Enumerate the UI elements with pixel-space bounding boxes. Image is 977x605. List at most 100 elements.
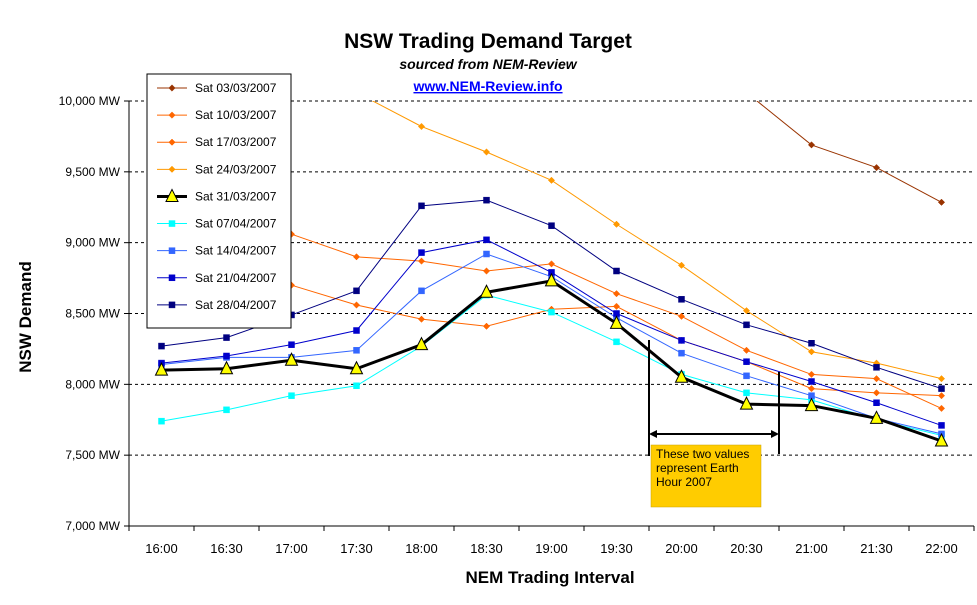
data-point <box>288 341 295 348</box>
y-tick-label: 9,500 MW <box>65 165 120 179</box>
data-point <box>223 334 230 341</box>
data-point <box>612 220 621 228</box>
data-point <box>547 260 556 268</box>
data-point <box>677 261 686 269</box>
data-point <box>743 372 750 380</box>
data-point <box>349 360 364 375</box>
data-point <box>938 385 945 392</box>
data-point <box>548 222 555 229</box>
x-tick-label: 17:30 <box>340 541 373 556</box>
x-tick-label: 21:00 <box>795 541 828 556</box>
legend-label: Sat 03/03/2007 <box>195 81 277 95</box>
data-point <box>168 301 176 309</box>
data-point <box>288 392 295 399</box>
data-point <box>165 188 179 202</box>
x-tick-label: 17:00 <box>275 541 308 556</box>
legend-label: Sat 10/03/2007 <box>195 108 277 122</box>
data-point <box>168 111 176 119</box>
y-tick-label: 9,000 MW <box>65 236 120 250</box>
data-point <box>872 389 881 397</box>
legend-label: Sat 17/03/2007 <box>195 135 277 149</box>
data-point <box>743 389 750 397</box>
data-point <box>609 315 624 329</box>
data-point <box>548 308 555 316</box>
data-point <box>168 138 176 146</box>
data-point <box>479 284 494 298</box>
series-1 <box>287 230 946 412</box>
data-point <box>418 287 425 295</box>
series-4 <box>154 272 949 447</box>
data-point <box>938 422 945 429</box>
series-line <box>371 101 942 380</box>
data-point <box>674 369 689 383</box>
chart-subtitle: sourced from NEM-Review <box>399 56 577 72</box>
data-point <box>937 375 946 383</box>
data-point <box>483 236 490 244</box>
data-point <box>612 290 621 298</box>
data-point <box>219 360 234 375</box>
annotation-text-line: represent Earth <box>656 461 739 475</box>
legend-label: Sat 14/04/2007 <box>195 244 277 258</box>
x-axis-label: NEM Trading Interval <box>465 568 634 587</box>
x-tick-label: 20:00 <box>665 541 698 556</box>
data-point <box>223 352 230 360</box>
data-point <box>743 321 750 329</box>
series-line <box>756 101 942 203</box>
x-tick-label: 21:30 <box>860 541 893 556</box>
x-tick-label: 16:30 <box>210 541 243 556</box>
data-point <box>934 432 949 447</box>
data-point <box>417 315 426 323</box>
annotation-text-line: These two values <box>656 447 749 461</box>
data-point <box>483 196 490 204</box>
data-point <box>418 249 425 256</box>
data-point <box>872 164 881 172</box>
data-point <box>168 247 176 254</box>
data-point <box>869 410 884 424</box>
data-point <box>742 307 751 315</box>
data-point <box>168 165 176 173</box>
data-point <box>807 348 816 356</box>
data-point <box>937 392 946 400</box>
data-point <box>223 406 230 414</box>
series-3 <box>371 101 946 383</box>
data-point <box>937 198 946 206</box>
data-point <box>808 340 815 347</box>
legend-label: Sat 21/04/2007 <box>195 271 277 285</box>
y-axis-label: NSW Demand <box>16 261 35 372</box>
data-point <box>168 274 176 282</box>
data-point <box>872 375 881 383</box>
data-point <box>613 338 620 346</box>
y-tick-label: 7,000 MW <box>65 519 120 533</box>
y-tick-label: 10,000 MW <box>59 94 121 108</box>
data-point <box>483 250 490 258</box>
data-point <box>353 347 360 354</box>
x-tick-label: 20:30 <box>730 541 763 556</box>
data-point <box>418 202 425 210</box>
data-point <box>678 337 685 344</box>
data-point <box>873 399 880 406</box>
data-point <box>482 267 491 275</box>
y-tick-label: 8,500 MW <box>65 307 120 321</box>
data-point <box>807 385 816 393</box>
data-point <box>547 176 556 184</box>
data-point <box>807 370 816 378</box>
x-tick-label: 19:00 <box>535 541 568 556</box>
data-point <box>284 352 299 366</box>
source-link[interactable]: www.NEM-Review.info <box>412 78 562 94</box>
data-point <box>612 302 621 310</box>
annotation-box <box>650 444 762 508</box>
data-point <box>417 257 426 265</box>
x-tick-label: 18:30 <box>470 541 503 556</box>
x-tick-label: 18:00 <box>405 541 438 556</box>
data-point <box>743 89 749 95</box>
series-0 <box>743 89 946 206</box>
data-point <box>544 272 559 287</box>
data-point <box>807 141 816 149</box>
data-point <box>873 364 880 371</box>
data-point <box>158 342 165 350</box>
x-tick-label: 19:30 <box>600 541 633 556</box>
data-point <box>168 220 176 227</box>
data-point <box>352 301 361 309</box>
data-point <box>154 362 169 376</box>
